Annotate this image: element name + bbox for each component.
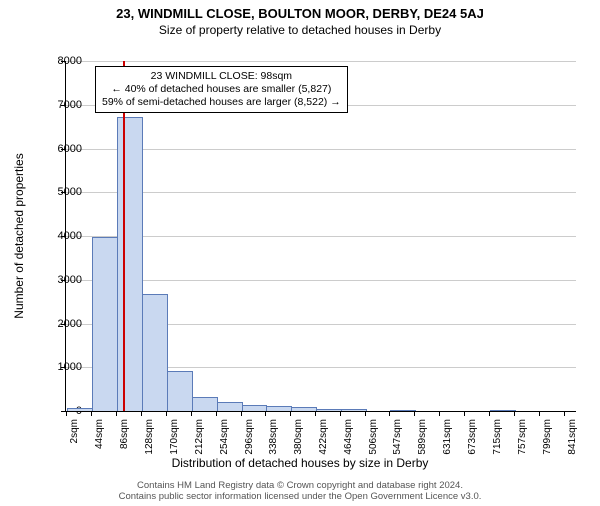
histogram-bar [92,237,118,411]
ytick-label: 8000 [42,55,82,67]
xtick-label: 673sqm [467,419,478,455]
xtick-mark [216,411,217,416]
property-indicator-line [123,61,125,411]
xtick-mark [265,411,266,416]
histogram-bar [291,407,317,411]
histogram-bar [390,410,416,411]
property-annotation-box: 23 WINDMILL CLOSE: 98sqm ← 40% of detach… [95,66,348,113]
xtick-label: 338sqm [268,419,279,455]
xtick-mark [489,411,490,416]
page-subtitle: Size of property relative to detached ho… [0,23,600,37]
ytick-label: 2000 [42,318,82,330]
xtick-label: 799sqm [542,419,553,455]
histogram-bar [490,410,516,411]
xtick-label: 86sqm [119,419,130,449]
histogram-bar [316,409,342,411]
xtick-mark [414,411,415,416]
footer-line2: Contains public sector information licen… [0,492,600,503]
xtick-label: 506sqm [368,419,379,455]
histogram-chart [65,61,576,412]
xtick-label: 589sqm [417,419,428,455]
annotation-property: 23 WINDMILL CLOSE: 98sqm [102,70,341,83]
xtick-mark [340,411,341,416]
xtick-mark [91,411,92,416]
xtick-label: 841sqm [567,419,578,455]
xtick-mark [290,411,291,416]
annotation-larger: 59% of semi-detached houses are larger (… [102,96,341,109]
histogram-bar [242,405,268,411]
xtick-label: 380sqm [293,419,304,455]
xtick-label: 757sqm [517,419,528,455]
xtick-mark [141,411,142,416]
xtick-mark [439,411,440,416]
xtick-label: 547sqm [392,419,403,455]
ytick-label: 1000 [42,361,82,373]
histogram-bar [142,294,168,411]
page-title: 23, WINDMILL CLOSE, BOULTON MOOR, DERBY,… [0,6,600,21]
ytick-label: 0 [42,405,82,417]
histogram-bar [67,408,93,411]
histogram-bar [167,371,193,411]
xtick-mark [166,411,167,416]
xtick-label: 254sqm [219,419,230,455]
xtick-mark [514,411,515,416]
xtick-label: 715sqm [492,419,503,455]
histogram-bar [341,409,367,411]
xtick-mark [315,411,316,416]
ytick-label: 7000 [42,99,82,111]
xtick-label: 2sqm [69,419,80,443]
histogram-bar [192,397,218,411]
ytick-label: 6000 [42,143,82,155]
xtick-label: 170sqm [169,419,180,455]
xtick-mark [564,411,565,416]
xtick-mark [365,411,366,416]
xtick-mark [241,411,242,416]
ytick-label: 5000 [42,186,82,198]
gridline [66,61,576,62]
y-axis-label: Number of detached properties [12,153,26,318]
histogram-bar [266,406,292,411]
histogram-bar [117,117,143,411]
xtick-mark [464,411,465,416]
annotation-smaller: ← 40% of detached houses are smaller (5,… [102,83,341,96]
xtick-label: 212sqm [194,419,205,455]
x-axis-label: Distribution of detached houses by size … [0,456,600,470]
ytick-label: 3000 [42,274,82,286]
xtick-label: 422sqm [318,419,329,455]
xtick-mark [389,411,390,416]
xtick-label: 44sqm [94,419,105,449]
ytick-label: 4000 [42,230,82,242]
xtick-mark [116,411,117,416]
xtick-label: 631sqm [442,419,453,455]
xtick-label: 128sqm [144,419,155,455]
xtick-label: 464sqm [343,419,354,455]
xtick-mark [66,411,67,416]
xtick-mark [539,411,540,416]
xtick-mark [191,411,192,416]
xtick-label: 296sqm [244,419,255,455]
histogram-bar [217,402,243,411]
